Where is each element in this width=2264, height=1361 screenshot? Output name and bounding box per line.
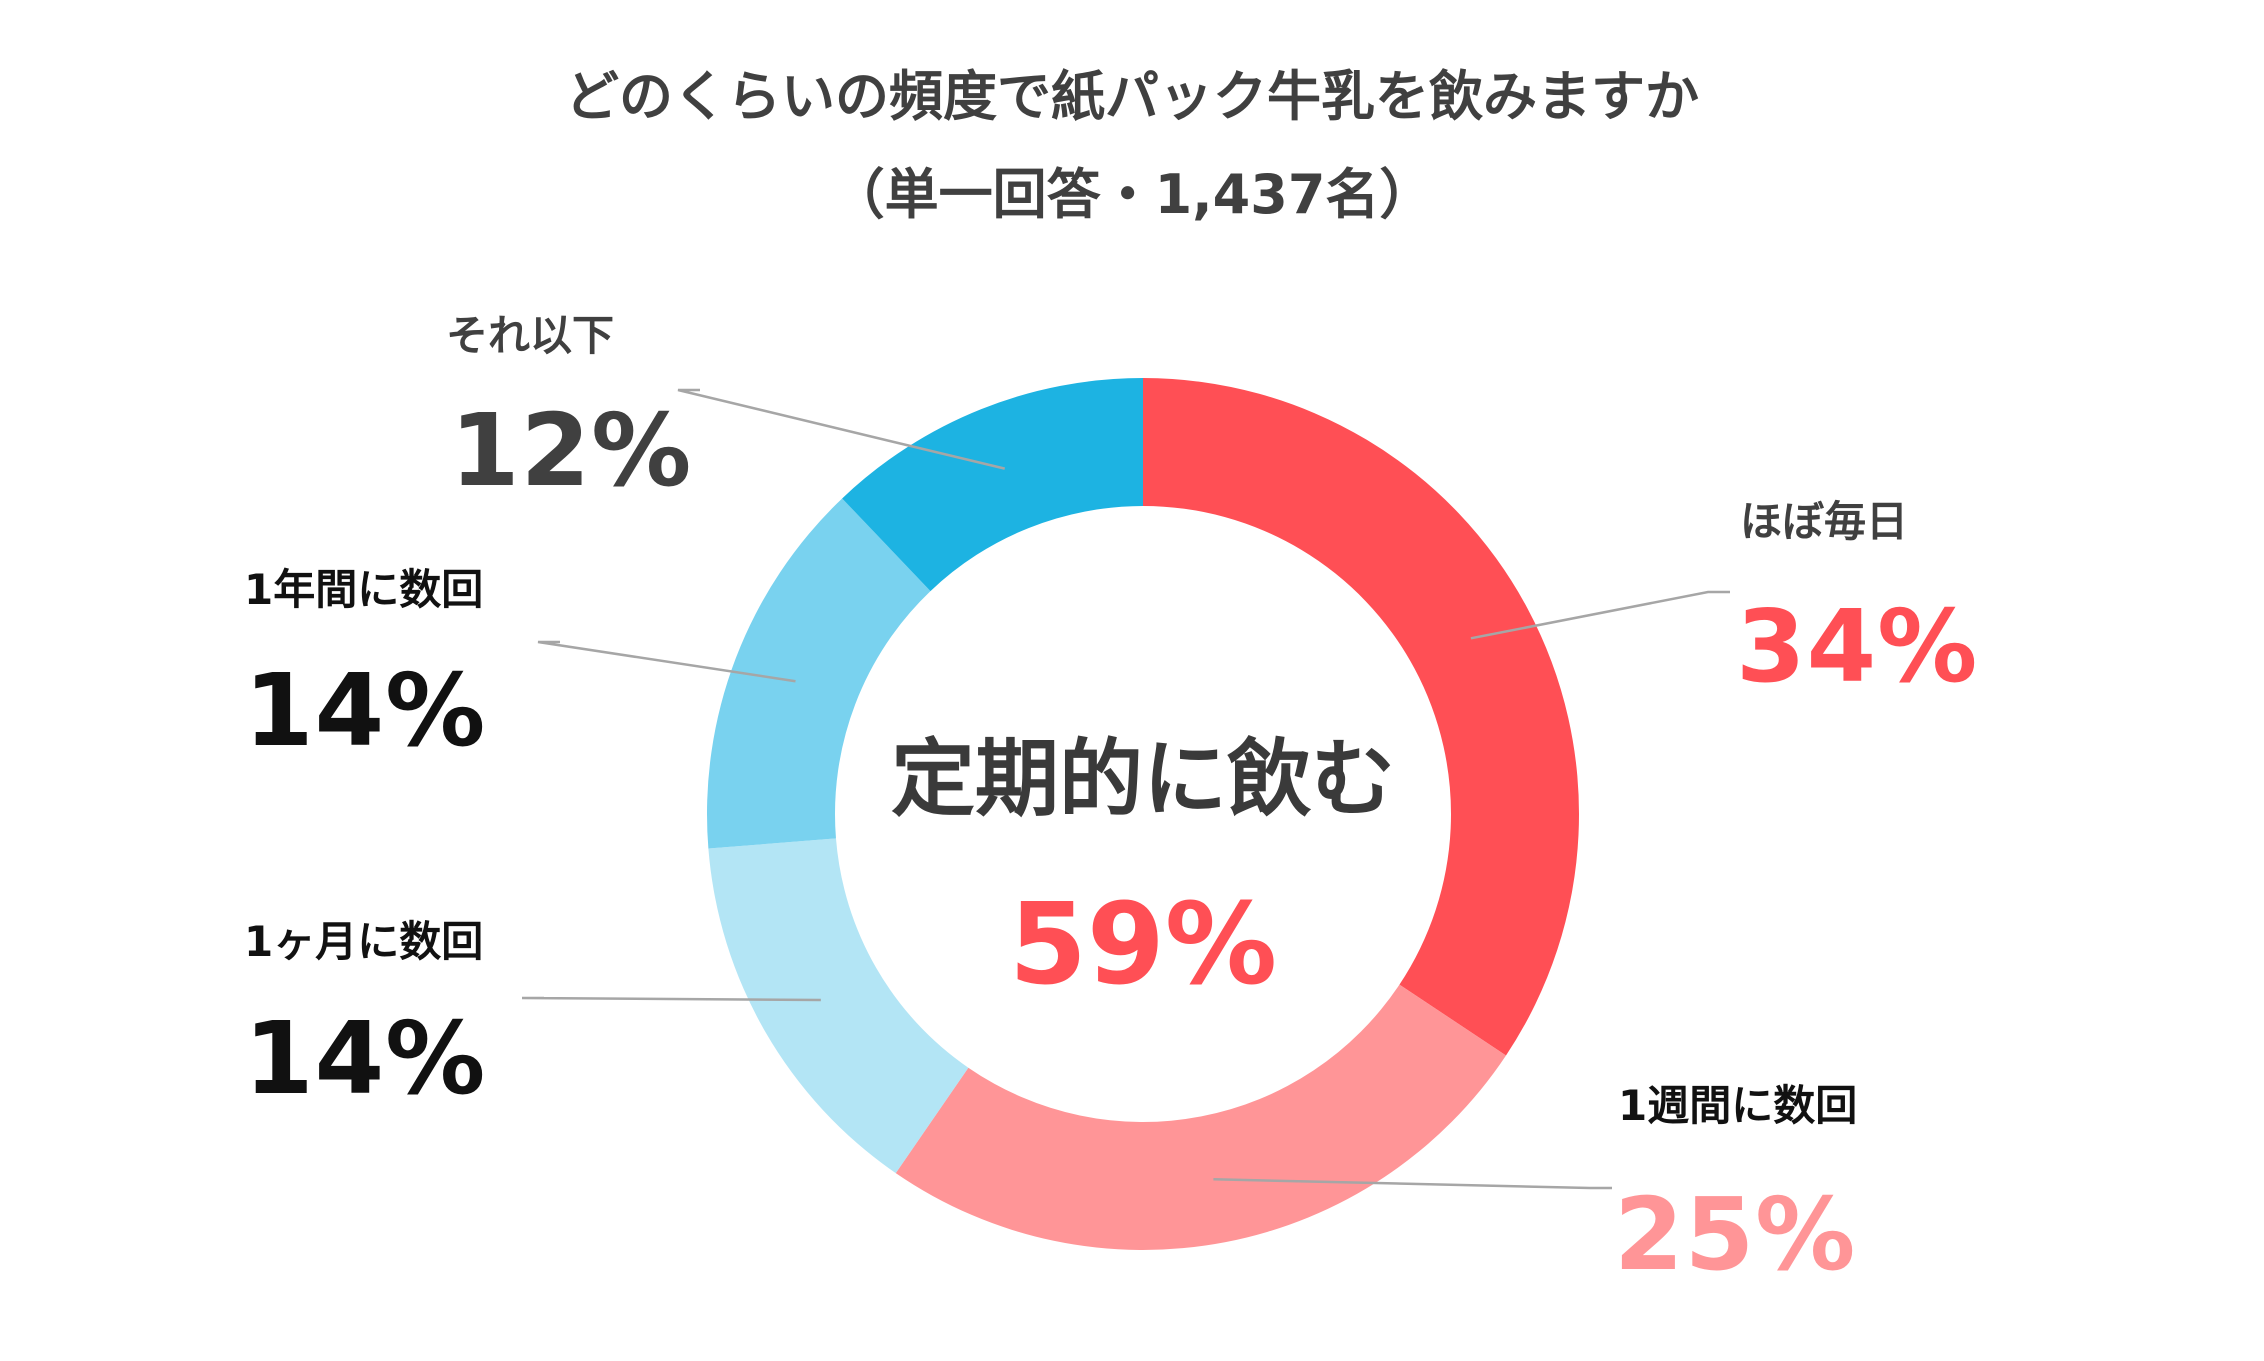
center-value: 59%: [1008, 880, 1278, 1010]
chart-subtitle: （単一回答・1,437名）: [830, 163, 1434, 226]
leader-line-daily: [1470, 590, 1730, 640]
leader-line-less: [677, 388, 1006, 470]
value-monthly: 14%: [244, 1000, 487, 1117]
label-yearly: 1年間に数回: [244, 565, 484, 614]
value-weekly: 25%: [1614, 1176, 1857, 1293]
chart-title: どのくらいの頻度で紙パック牛乳を飲みますか: [565, 65, 1699, 128]
slice-daily: [1143, 378, 1579, 1056]
value-yearly: 14%: [244, 652, 487, 769]
label-less: それ以下: [446, 311, 615, 360]
value-less: 12%: [450, 392, 693, 509]
center-label: 定期的に飲む: [890, 730, 1395, 828]
label-daily: ほぼ毎日: [1740, 497, 1909, 546]
leader-line-weekly: [1213, 1178, 1612, 1190]
label-monthly: 1ヶ月に数回: [244, 917, 484, 966]
leader-lines: [521, 388, 1730, 1190]
slice-monthly: [708, 838, 969, 1174]
slice-yearly: [707, 498, 931, 849]
leader-line-yearly: [537, 640, 796, 683]
slice-less: [842, 378, 1143, 592]
leader-line-monthly: [521, 996, 821, 1002]
slice-weekly: [895, 984, 1507, 1250]
value-daily: 34%: [1736, 588, 1979, 705]
label-weekly: 1週間に数回: [1618, 1081, 1858, 1130]
